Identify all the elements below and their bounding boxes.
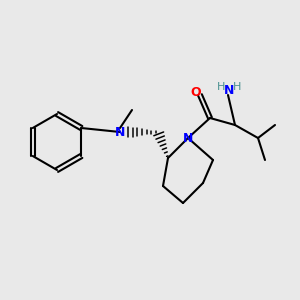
- Text: N: N: [115, 125, 125, 139]
- Text: H: H: [233, 82, 241, 92]
- Text: O: O: [191, 85, 201, 98]
- Text: N: N: [183, 131, 193, 145]
- Text: H: H: [217, 82, 225, 92]
- Text: N: N: [224, 85, 234, 98]
